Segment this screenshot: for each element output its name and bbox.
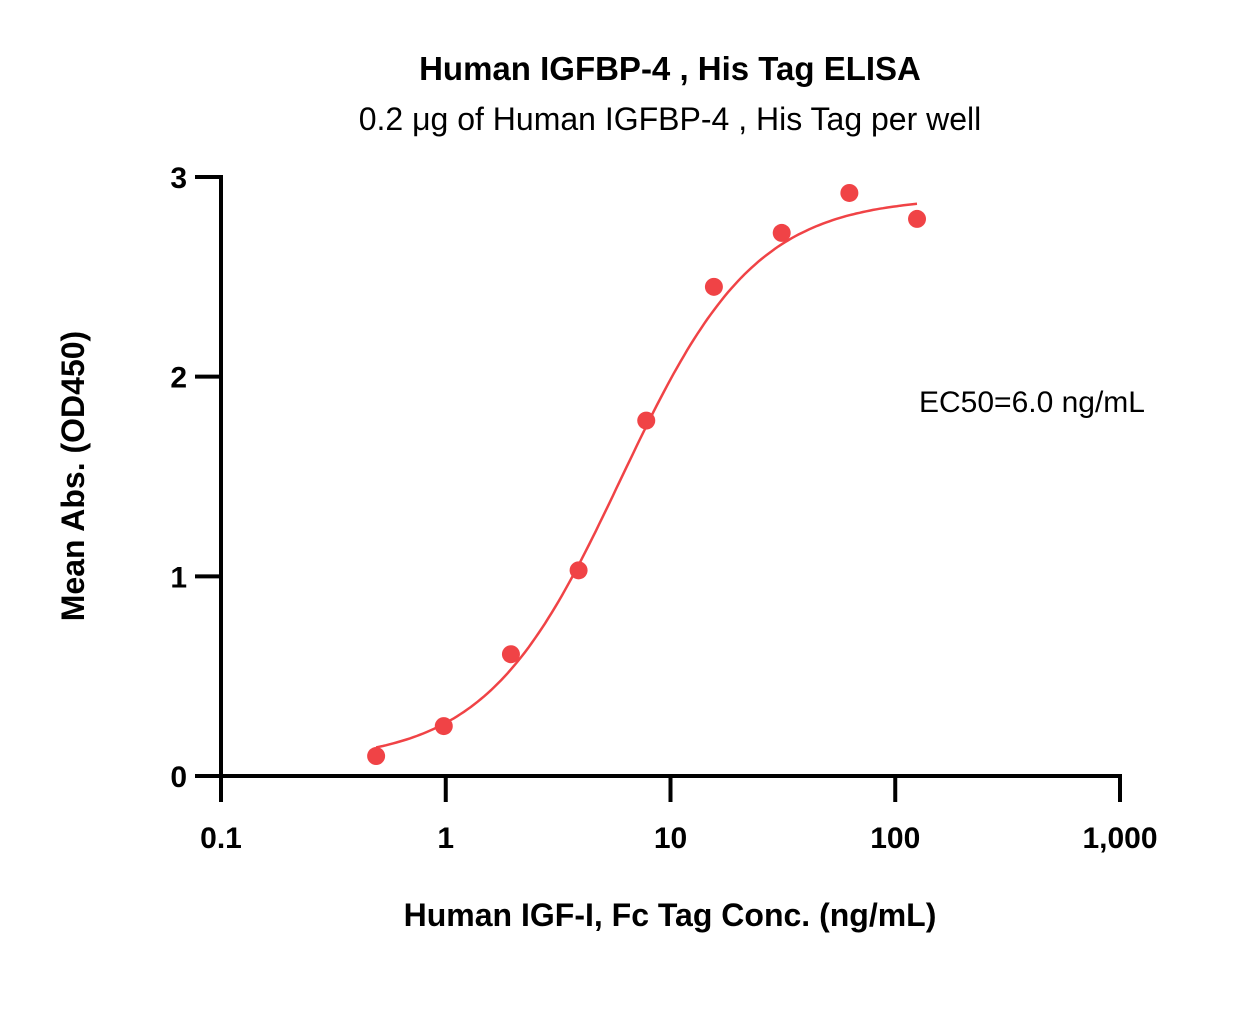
data-points-layer (367, 183, 927, 766)
data-point (501, 645, 520, 664)
x-tick-label: 0.1 (200, 822, 242, 855)
x-tick-label: 1,000 (1082, 822, 1157, 855)
y-axis-title: Mean Abs. (OD450) (55, 331, 91, 621)
ec50-annotation: EC50=6.0 ng/mL (919, 386, 1145, 419)
data-point (908, 209, 927, 228)
data-point (704, 277, 723, 296)
chart-subtitle: 0.2 μg of Human IGFBP-4 , His Tag per we… (359, 101, 982, 137)
y-tick-label: 0 (170, 761, 187, 794)
data-point (637, 411, 656, 430)
x-tick-label: 10 (654, 822, 687, 855)
data-point (434, 717, 453, 736)
axes: 0 1 2 3 0.1 1 10 100 1,000 (170, 162, 1157, 855)
x-tick-label: 1 (437, 822, 454, 855)
data-point (569, 561, 588, 580)
fit-curve (375, 202, 918, 749)
data-point (772, 223, 791, 242)
y-tick-label: 1 (170, 561, 187, 594)
data-point (840, 183, 859, 202)
x-tick-label: 100 (870, 822, 920, 855)
x-axis-title: Human IGF-I, Fc Tag Conc. (ng/mL) (404, 897, 937, 933)
y-tick-label: 2 (170, 362, 187, 395)
data-point (367, 747, 386, 766)
chart-title: Human IGFBP-4 , His Tag ELISA (419, 50, 921, 87)
fit-curve-layer (375, 202, 918, 749)
y-tick-label: 3 (170, 162, 187, 195)
